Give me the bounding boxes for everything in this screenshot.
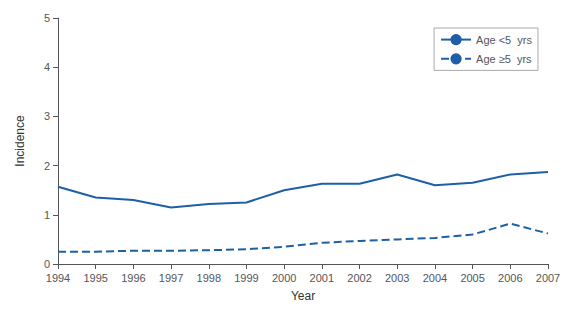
svg-text:4: 4 [44, 61, 50, 73]
svg-text:Incidence: Incidence [13, 115, 27, 167]
svg-text:2005: 2005 [460, 272, 484, 284]
svg-text:1994: 1994 [46, 272, 70, 284]
svg-text:2006: 2006 [498, 272, 522, 284]
svg-text:2001: 2001 [310, 272, 334, 284]
svg-text:5: 5 [44, 12, 50, 24]
svg-text:1998: 1998 [197, 272, 221, 284]
svg-text:2002: 2002 [347, 272, 371, 284]
svg-text:2004: 2004 [423, 272, 447, 284]
svg-text:1996: 1996 [121, 272, 145, 284]
svg-text:0: 0 [44, 258, 50, 270]
svg-text:Age ≥5 yrs: Age ≥5 yrs [476, 53, 532, 65]
svg-text:1: 1 [44, 209, 50, 221]
svg-text:2007: 2007 [536, 272, 560, 284]
svg-text:1999: 1999 [234, 272, 258, 284]
svg-text:Year: Year [291, 289, 315, 303]
svg-text:2000: 2000 [272, 272, 296, 284]
svg-text:1997: 1997 [159, 272, 183, 284]
svg-text:Age <5 yrs: Age <5 yrs [476, 34, 532, 46]
svg-text:2003: 2003 [385, 272, 409, 284]
svg-text:2: 2 [44, 160, 50, 172]
svg-text:3: 3 [44, 110, 50, 122]
svg-text:1995: 1995 [83, 272, 107, 284]
